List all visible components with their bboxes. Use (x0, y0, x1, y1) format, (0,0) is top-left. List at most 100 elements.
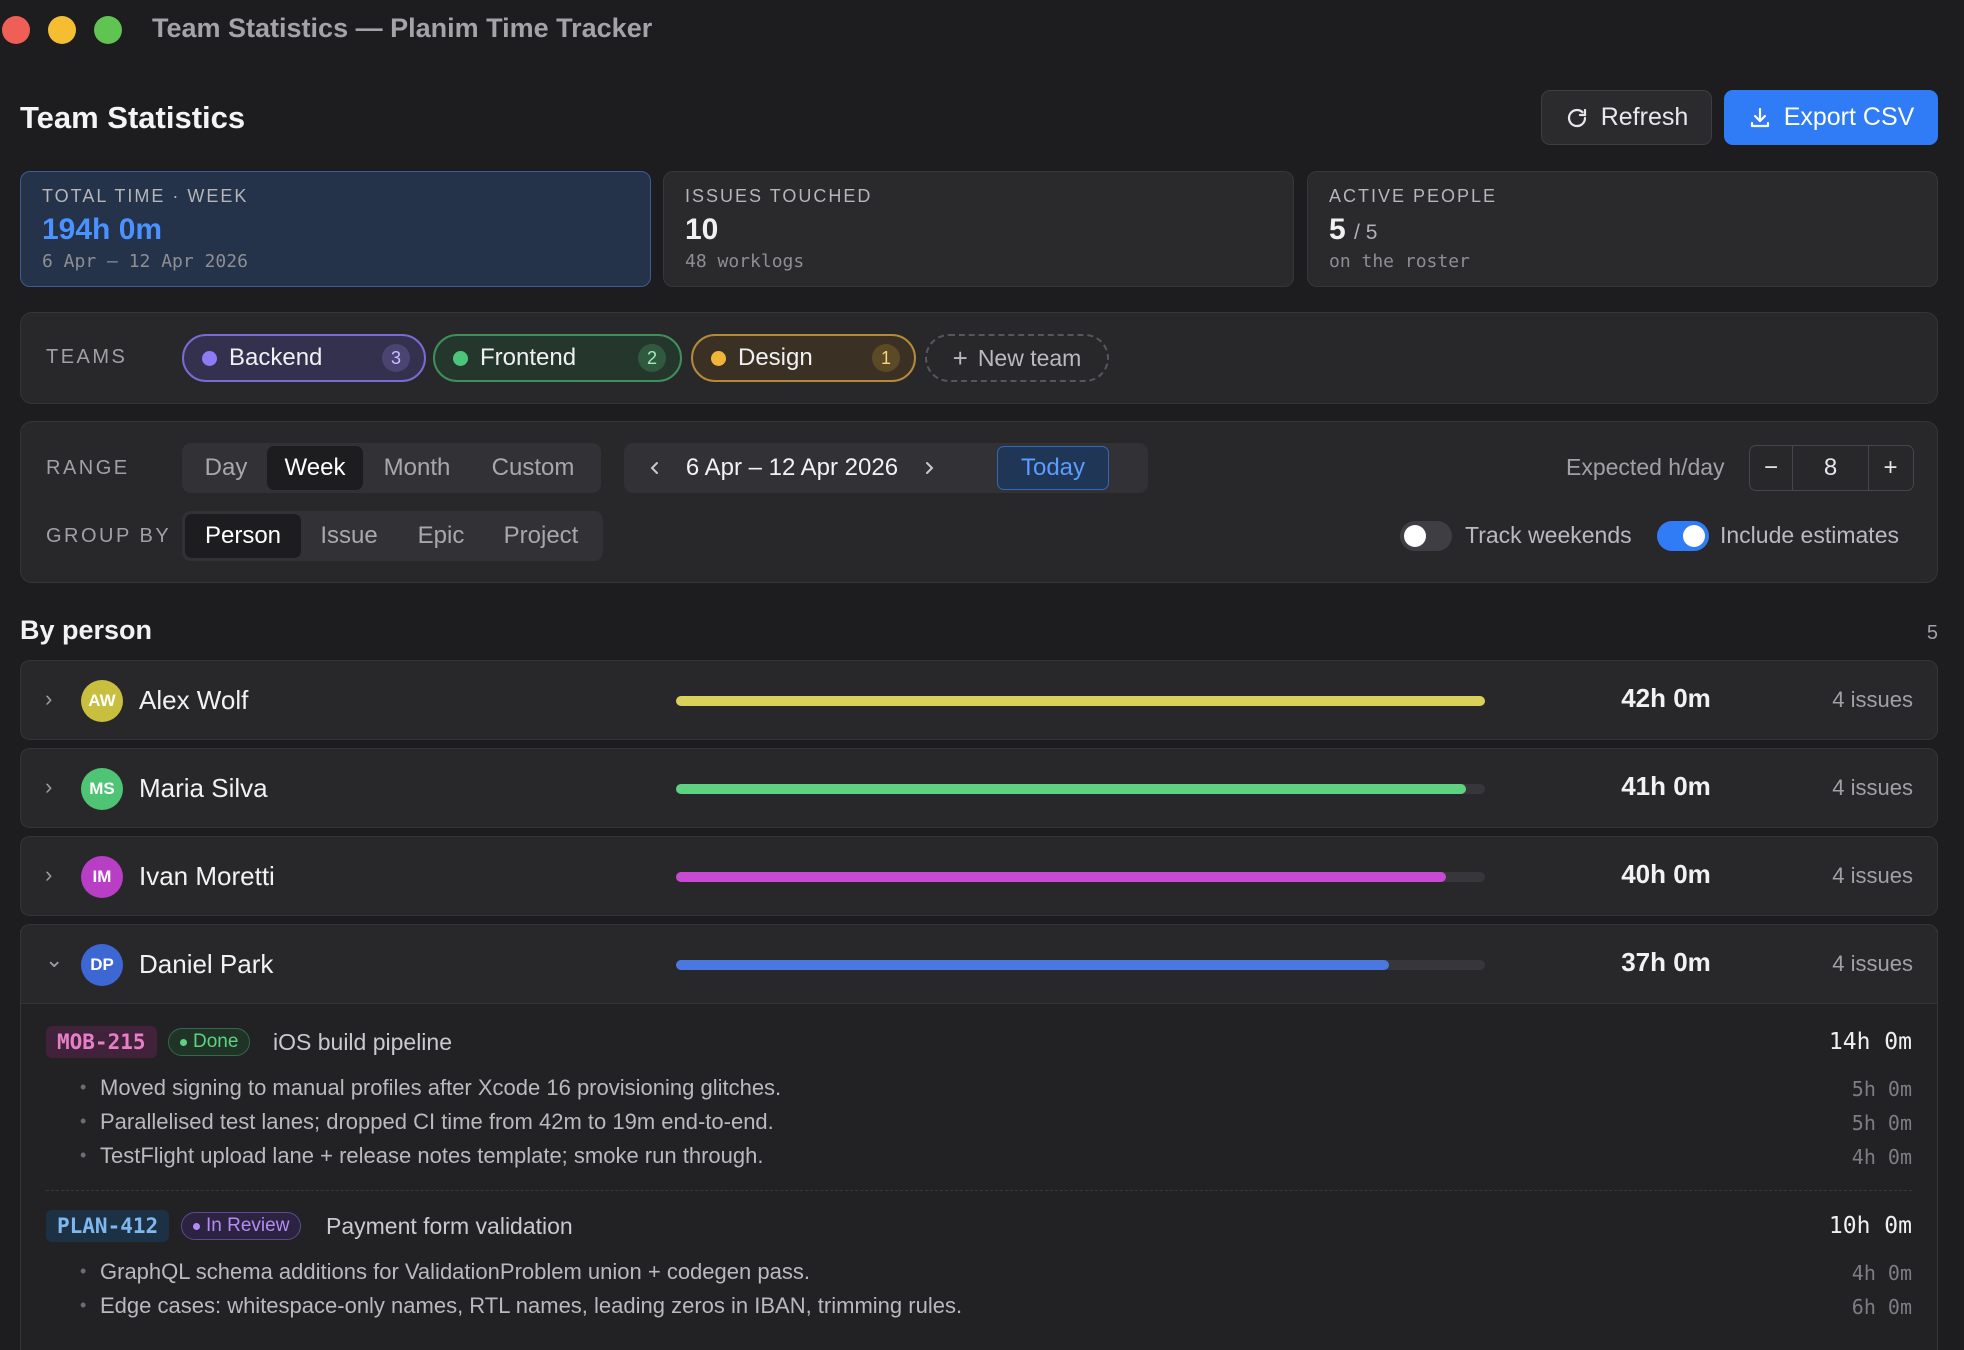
issue-key[interactable]: PLAN-412 (46, 1210, 170, 1242)
bullet: • (80, 1077, 87, 1097)
person-total-time: 40h 0m (1621, 859, 1711, 889)
range-option-custom[interactable]: Custom (491, 454, 575, 481)
export-csv-button[interactable]: Export CSV (1724, 90, 1938, 145)
team-chip-frontend[interactable]: Frontend 2 (433, 334, 682, 382)
stat-card-active-people: ACTIVE PEOPLE 5 / 5 on the roster (1307, 171, 1938, 287)
include-estimates-label: Include estimates (1720, 522, 1899, 548)
stat-value-suffix: / 5 (1354, 221, 1378, 244)
window-title: Team Statistics — Planim Time Tracker (152, 13, 653, 43)
team-count-badge: 1 (872, 344, 900, 372)
stat-label: TOTAL TIME · WEEK (42, 186, 249, 206)
range-option-day[interactable]: Day (204, 454, 248, 481)
refresh-button[interactable]: Refresh (1541, 90, 1712, 145)
decrement-button[interactable]: − (1750, 446, 1793, 490)
download-icon (1750, 107, 1769, 127)
team-count-badge: 3 (382, 344, 410, 372)
stat-sub: 6 Apr – 12 Apr 2026 (42, 251, 248, 272)
chevron-right-icon[interactable]: › (45, 774, 53, 799)
person-total-time: 41h 0m (1621, 771, 1711, 801)
expected-hours-input[interactable]: 8 (1793, 446, 1869, 490)
group-option-issue[interactable]: Issue (320, 522, 378, 549)
chevron-right-icon[interactable]: › (45, 862, 53, 887)
close-window-button[interactable] (2, 16, 30, 44)
zoom-window-button[interactable] (94, 16, 122, 44)
team-color-dot (453, 350, 468, 366)
date-range-display[interactable]: 6 Apr – 12 Apr 2026 (685, 454, 899, 481)
worklog-time: 5h 0m (1851, 1077, 1912, 1101)
track-weekends-label: Track weekends (1465, 522, 1632, 548)
chevron-right-icon (926, 462, 934, 474)
export-label: Export CSV (1783, 103, 1915, 131)
avatar: DP (81, 944, 123, 986)
bullet: • (80, 1295, 87, 1315)
group-option-project[interactable]: Project (503, 522, 579, 549)
issue-key[interactable]: MOB-215 (46, 1026, 157, 1058)
plus-icon: + (952, 342, 968, 373)
chevron-left-icon (650, 462, 658, 474)
worklog-time: 4h 0m (1851, 1145, 1912, 1169)
expected-hours-stepper: − 8 + (1749, 445, 1914, 491)
person-name: Maria Silva (139, 773, 268, 803)
team-chip-backend[interactable]: Backend 3 (182, 334, 426, 382)
person-issue-count: 4 issues (1832, 687, 1913, 712)
status-badge: Done (168, 1028, 251, 1056)
bullet: • (80, 1111, 87, 1131)
avatar: AW (81, 680, 123, 722)
stat-value: 10 (685, 213, 719, 246)
worklog-time: 5h 0m (1851, 1111, 1912, 1135)
expected-hours-label: Expected h/day (1566, 454, 1725, 480)
increment-button[interactable]: + (1883, 454, 1898, 481)
previous-period-button[interactable] (627, 446, 683, 490)
team-name: Design (738, 344, 813, 371)
person-row-expanded[interactable]: ⌄ DP Daniel Park 37h 0m 4 issues (20, 924, 1938, 1004)
progress-fill (676, 872, 1447, 882)
status-badge: In Review (181, 1212, 302, 1240)
team-count-badge: 2 (638, 344, 666, 372)
person-row[interactable]: › MS Maria Silva 41h 0m 4 issues (20, 748, 1938, 828)
stat-sub: 48 worklogs (685, 251, 805, 272)
new-team-button[interactable]: + New team (925, 334, 1109, 382)
time-progress-bar (676, 960, 1485, 970)
worklog-note: TestFlight upload lane + release notes t… (100, 1143, 764, 1168)
progress-fill (676, 696, 1485, 706)
page-title: Team Statistics (20, 100, 246, 135)
teams-label: TEAMS (46, 346, 128, 368)
status-label: Done (193, 1031, 239, 1052)
worklog-time: 6h 0m (1851, 1295, 1912, 1319)
status-dot (180, 1038, 187, 1046)
stat-value: 5 / 5 (1329, 213, 1378, 246)
team-chip-design[interactable]: Design 1 (691, 334, 916, 382)
range-label: RANGE (46, 457, 130, 479)
person-row[interactable]: › IM Ivan Moretti 40h 0m 4 issues (20, 836, 1938, 916)
worklog-time: 4h 0m (1851, 1261, 1912, 1285)
person-row[interactable]: › AW Alex Wolf 42h 0m 4 issues (20, 660, 1938, 740)
today-button[interactable]: Today (997, 446, 1109, 490)
chevron-right-icon[interactable]: › (45, 686, 53, 711)
track-weekends-toggle[interactable] (1400, 521, 1452, 551)
worklog-note: Edge cases: whitespace-only names, RTL n… (100, 1293, 963, 1318)
minimize-window-button[interactable] (48, 16, 76, 44)
new-team-label: New team (977, 344, 1082, 371)
include-estimates-toggle[interactable] (1657, 521, 1709, 551)
team-color-dot (202, 350, 217, 366)
range-option-month[interactable]: Month (383, 454, 451, 481)
status-label: In Review (206, 1215, 290, 1236)
progress-fill (676, 960, 1389, 970)
date-navigator: 6 Apr – 12 Apr 2026 Today (624, 443, 1148, 493)
range-segmented-control: Day Week Month Custom (182, 443, 601, 493)
worklog-note: Parallelised test lanes; dropped CI time… (100, 1109, 774, 1134)
section-count: 5 (1926, 622, 1938, 644)
issue-time: 10h 0m (1828, 1213, 1912, 1239)
group-option-epic[interactable]: Epic (417, 522, 465, 549)
bullet: • (80, 1261, 87, 1281)
range-option-week[interactable]: Week (267, 446, 363, 490)
time-progress-bar (676, 872, 1485, 882)
refresh-label: Refresh (1600, 103, 1689, 131)
refresh-icon (1567, 108, 1586, 127)
next-period-button[interactable] (901, 446, 957, 490)
group-option-person[interactable]: Person (185, 514, 301, 558)
team-name: Frontend (480, 344, 577, 371)
chevron-down-icon[interactable]: ⌄ (45, 947, 64, 972)
person-issue-count: 4 issues (1832, 951, 1913, 976)
group-by-label: GROUP BY (46, 525, 172, 547)
